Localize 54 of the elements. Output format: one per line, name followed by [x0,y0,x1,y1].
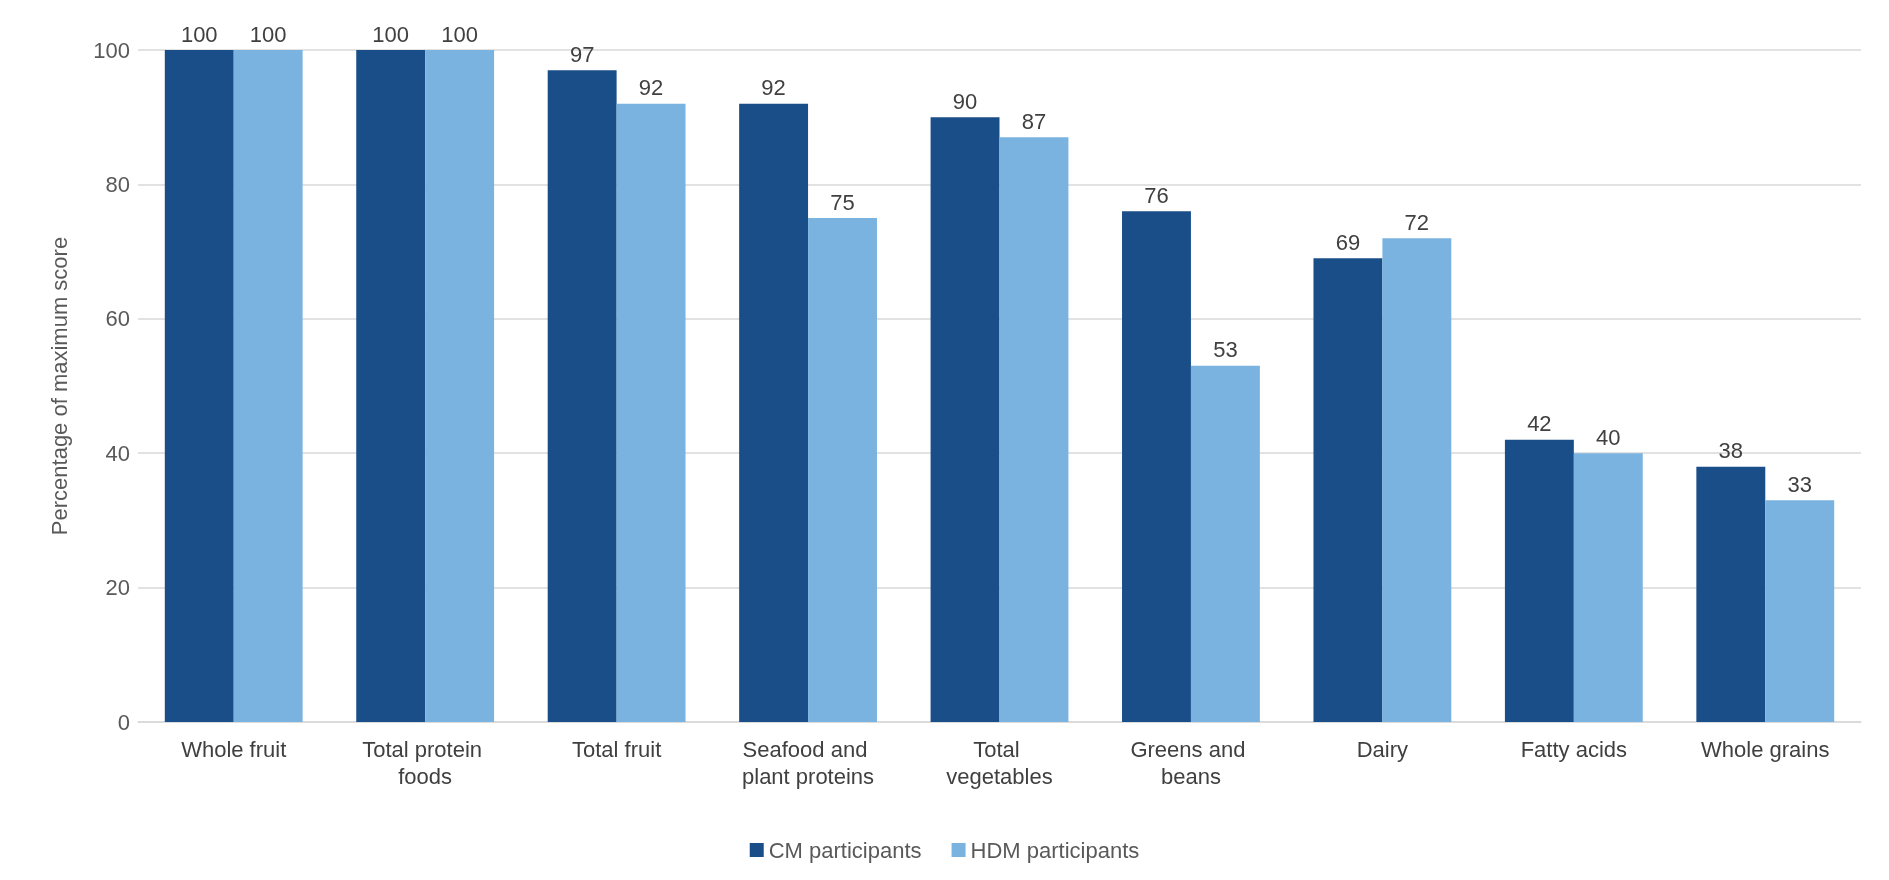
bar [999,137,1069,722]
data-label: 90 [952,88,978,114]
data-label: 38 [1718,438,1744,464]
data-label: 76 [1144,182,1169,208]
bar [233,50,303,722]
data-label: 53 [1213,337,1238,363]
bar [547,70,617,722]
data-label: 97 [569,41,595,67]
bar [425,50,495,722]
bar [1122,211,1191,722]
data-label: 92 [761,75,786,101]
bar [1382,238,1452,722]
data-label: 100 [249,21,287,47]
data-label: 72 [1404,209,1430,235]
bar [739,103,809,722]
bar [1313,258,1383,722]
bar [1765,500,1835,722]
bar [356,50,426,722]
data-label: 100 [180,21,218,47]
y-axis-title: Percentage of maximum score [46,236,72,536]
x-tick-label: Seafood and plant proteins [742,737,875,789]
data-label: 87 [1021,108,1047,134]
legend-label: HDM participants [970,837,1140,863]
data-label: 100 [372,21,410,47]
bar [1190,365,1260,722]
bar [1504,439,1574,722]
y-tick-label: 0 [117,709,130,735]
y-tick-label: 20 [105,575,130,601]
data-label: 69 [1335,229,1361,255]
data-label: 33 [1787,471,1812,497]
bar [616,103,686,722]
y-tick-label: 40 [105,440,130,466]
y-tick-label: 80 [105,171,130,197]
y-tick-label: 60 [105,306,130,332]
x-tick-label: Total protein foods [362,737,489,789]
bar [808,218,877,722]
x-tick-label: Whole fruit [181,737,287,762]
x-tick-label: Fatty acids [1520,737,1628,762]
data-label: 42 [1527,411,1552,437]
bar [164,50,234,722]
x-tick-label: Greens and beans [1130,737,1252,789]
data-label: 92 [638,75,664,101]
x-tick-label: Total fruit [571,737,662,762]
bar [1696,466,1766,722]
x-tick-label: Total vegetables [946,737,1053,789]
data-label: 100 [441,21,478,47]
x-tick-label: Whole grains [1701,737,1830,762]
legend-label: CM participants [768,837,922,863]
data-label: 75 [830,189,855,215]
y-tick-label: 100 [93,37,130,63]
data-label: 40 [1596,424,1621,450]
bar [1573,453,1643,722]
bar [930,117,1000,722]
x-tick-label: Dairy [1356,737,1409,762]
